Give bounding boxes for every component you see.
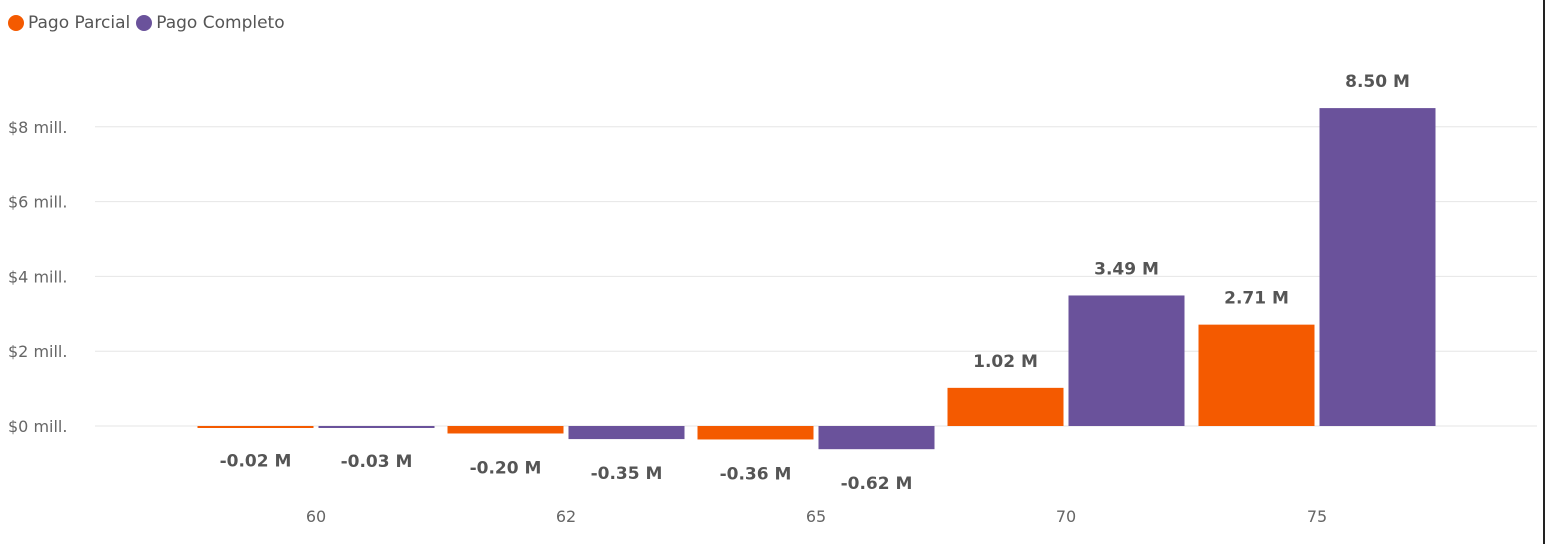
bar[interactable] [1319,108,1436,426]
legend-dot-pago-completo [136,15,153,31]
legend-label-pago-parcial: Pago Parcial [28,13,131,33]
data-label: -0.35 M [591,464,663,484]
legend-item-pago-parcial[interactable]: Pago Parcial [8,13,130,33]
legend-item-pago-completo[interactable]: Pago Completo [136,13,285,33]
data-label: 3.49 M [1094,259,1159,279]
x-tick-label: 75 [1307,507,1327,526]
bar[interactable] [1198,324,1315,426]
data-label: -0.62 M [841,474,913,494]
y-tick-label: $8 mill. [8,118,67,137]
legend: Pago Parcial Pago Completo [8,13,291,33]
bars [197,108,1436,450]
x-axis-ticks: 60 62 65 70 75 [306,507,1327,526]
bar[interactable] [697,426,814,440]
legend-label-pago-completo: Pago Completo [156,13,285,33]
x-tick-label: 70 [1056,507,1076,526]
bar[interactable] [818,426,935,450]
bar[interactable] [197,426,314,428]
data-label: 1.02 M [973,352,1038,372]
bar[interactable] [318,426,435,428]
data-labels: -0.02 M -0.20 M -0.36 M 1.02 M 2.71 M -0.03 M… [220,72,1410,494]
bar[interactable] [568,426,685,440]
legend-dot-pago-parcial [8,15,24,31]
data-label: -0.02 M [220,452,292,472]
x-tick-label: 65 [806,507,826,526]
data-label: -0.36 M [720,464,792,484]
bar[interactable] [1068,295,1185,426]
y-axis-ticks: $0 mill. $2 mill. $4 mill. $6 mill. $8 mill. [8,118,67,436]
data-label: -0.03 M [341,452,413,472]
x-tick-label: 62 [556,507,576,526]
y-tick-label: $2 mill. [8,342,67,361]
data-label: 8.50 M [1345,72,1410,92]
data-label: 2.71 M [1224,289,1289,309]
data-label: -0.20 M [470,458,542,478]
panel-border [1543,0,1545,544]
x-tick-label: 60 [306,507,326,526]
y-tick-label: $4 mill. [8,267,67,286]
bar[interactable] [447,426,564,434]
bar[interactable] [947,387,1064,426]
y-tick-label: $0 mill. [8,417,67,436]
y-tick-label: $6 mill. [8,193,67,212]
